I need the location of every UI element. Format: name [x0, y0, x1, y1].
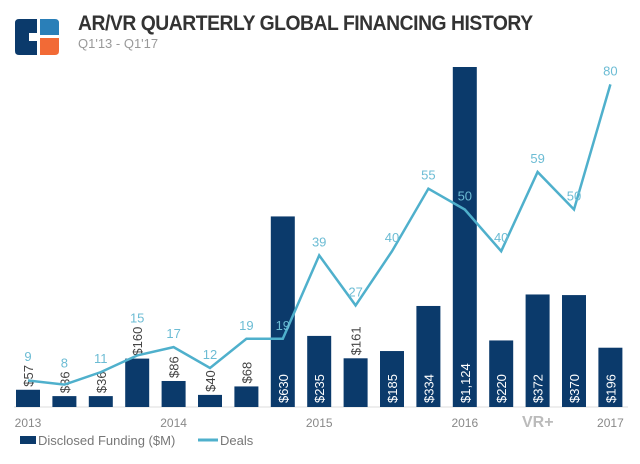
- bar-label: $196: [603, 374, 618, 403]
- bar: [125, 358, 150, 407]
- x-tick-label: 2013: [15, 416, 42, 430]
- legend-bar-swatch: [20, 436, 36, 444]
- bar-label: $36: [94, 371, 109, 393]
- bar-label: $57: [21, 365, 36, 387]
- deals-label: 17: [166, 326, 180, 341]
- bar-label: $40: [203, 370, 218, 392]
- bar-label: $220: [494, 374, 509, 403]
- deals-label: 80: [603, 63, 617, 78]
- x-tick-label: 2017: [597, 416, 624, 430]
- bar-label: $370: [567, 374, 582, 403]
- chart-subtitle: Q1'13 - Q1'17: [78, 36, 159, 51]
- deals-label: 55: [421, 168, 435, 183]
- bar: [416, 305, 441, 407]
- x-tick-label: 2015: [306, 416, 333, 430]
- deals-label: 11: [94, 351, 108, 366]
- legend-deals-label: Deals: [220, 433, 254, 448]
- bar: [234, 386, 259, 407]
- deals-label: 19: [276, 318, 290, 333]
- bar-label: $161: [349, 326, 364, 355]
- bar-label: $36: [57, 371, 72, 393]
- deals-line: [27, 84, 612, 386]
- bar: [343, 358, 368, 407]
- bar: [161, 380, 186, 407]
- bar: [452, 67, 477, 407]
- deals-label: 12: [203, 347, 217, 362]
- bar-label: $68: [239, 362, 254, 384]
- deals-label: 40: [494, 230, 508, 245]
- bar: [307, 335, 332, 407]
- deals-label: 8: [61, 355, 68, 370]
- bar-label: $372: [531, 374, 546, 403]
- bar: [270, 216, 295, 407]
- bar-label: $235: [312, 374, 327, 403]
- watermark: VR+: [522, 414, 554, 431]
- bar-label: $630: [276, 374, 291, 403]
- deals-label: 39: [312, 234, 326, 249]
- deals-label: 50: [458, 189, 472, 204]
- deals-label: 15: [130, 311, 144, 326]
- bar-label: $86: [167, 356, 182, 378]
- bar: [52, 396, 77, 407]
- bar: [198, 394, 222, 407]
- deals-label: 59: [530, 151, 544, 166]
- bar: [525, 294, 550, 407]
- bar-label: $334: [421, 374, 436, 403]
- bar: [598, 347, 623, 407]
- bar: [562, 295, 586, 407]
- bar-label: $160: [130, 327, 145, 356]
- bar: [88, 396, 113, 407]
- legend-funding-label: Disclosed Funding ($M): [38, 433, 175, 448]
- chart-title: AR/VR QUARTERLY GLOBAL FINANCING HISTORY: [78, 12, 533, 35]
- bar: [489, 340, 514, 407]
- bar-label: $1,124: [458, 363, 473, 403]
- bar: [380, 351, 404, 407]
- deals-label: 40: [385, 230, 399, 245]
- bar: [16, 389, 40, 407]
- x-tick-label: 2014: [160, 416, 187, 430]
- deals-label: 27: [348, 284, 362, 299]
- x-tick-label: 2016: [451, 416, 478, 430]
- bar-label: $185: [385, 374, 400, 403]
- deals-label: 50: [567, 189, 581, 204]
- logo: [15, 19, 59, 60]
- deals-label: 19: [239, 318, 253, 333]
- deals-label: 9: [24, 349, 31, 364]
